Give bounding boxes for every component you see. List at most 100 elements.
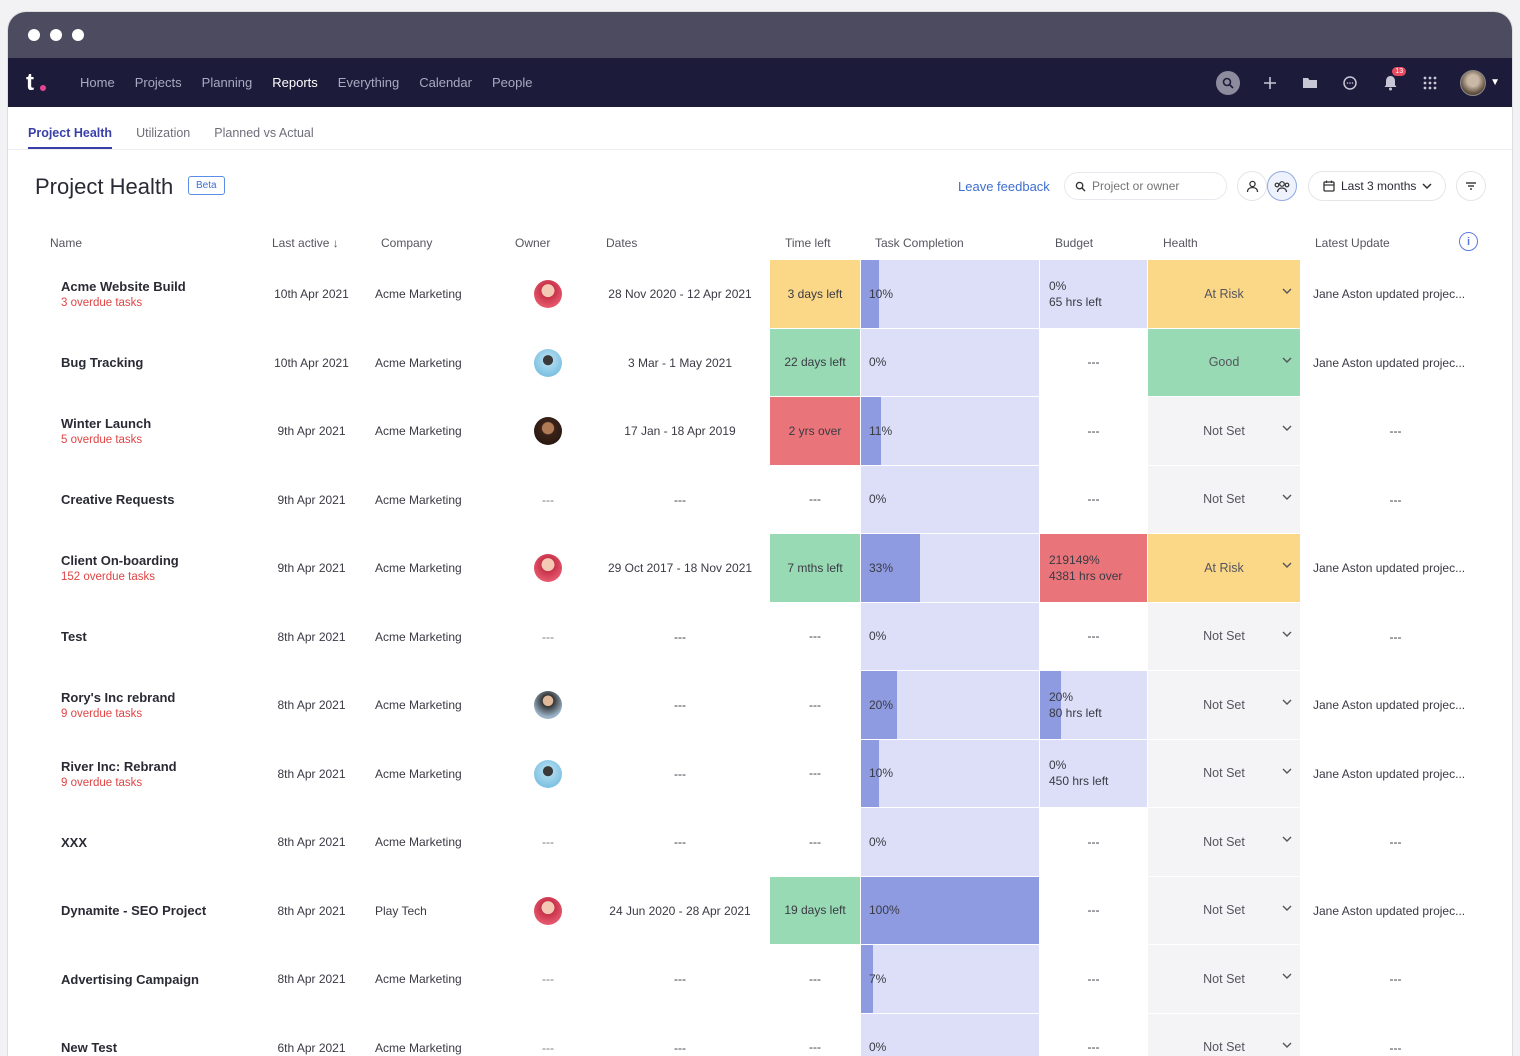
overdue-tasks[interactable]: 5 overdue tasks [61, 434, 143, 447]
table-row[interactable]: River Inc: Rebrand 9 overdue tasks 8th Apr… [8, 739, 1512, 809]
latest-update[interactable]: --- [1389, 424, 1402, 439]
overdue-tasks[interactable]: 9 overdue tasks [61, 708, 143, 721]
project-name-cell[interactable]: Client On-boarding 152 overdue tasks [61, 534, 261, 603]
health-select[interactable]: Not Set [1148, 739, 1300, 808]
project-name-cell[interactable]: New Test [61, 1014, 261, 1056]
project-name[interactable]: Client On-boarding [61, 553, 179, 569]
chat-icon[interactable] [1340, 73, 1360, 93]
owner-avatar[interactable] [534, 554, 562, 583]
col-dates[interactable]: Dates [606, 236, 638, 250]
table-row[interactable]: Dynamite - SEO Project 8th Apr 2021 Play T… [8, 876, 1512, 946]
health-select[interactable]: Not Set [1148, 808, 1300, 877]
nav-projects[interactable]: Projects [134, 75, 182, 90]
owner-avatar[interactable] [534, 348, 562, 377]
filter-button[interactable] [1456, 171, 1486, 201]
latest-update[interactable]: Jane Aston updated projec... [1313, 287, 1466, 302]
nav-everything[interactable]: Everything [337, 75, 400, 90]
project-name[interactable]: Dynamite - SEO Project [61, 903, 207, 919]
project-name[interactable]: Creative Requests [61, 492, 175, 508]
project-name-cell[interactable]: XXX [61, 808, 261, 877]
owner-avatar[interactable] [534, 691, 562, 720]
project-name[interactable]: New Test [61, 1040, 118, 1056]
project-name-cell[interactable]: Rory's Inc rebrand 9 overdue tasks [61, 671, 261, 740]
apps-grid-icon[interactable] [1420, 73, 1440, 93]
col-last-active[interactable]: Last active ↓ [272, 236, 339, 250]
info-icon[interactable]: i [1459, 232, 1478, 251]
col-owner[interactable]: Owner [515, 236, 551, 250]
owner-avatar[interactable] [534, 896, 562, 925]
project-name-cell[interactable]: Dynamite - SEO Project [61, 877, 261, 946]
project-name-cell[interactable]: Bug Tracking [61, 329, 261, 398]
table-row[interactable]: XXX 8th Apr 2021 Acme Marketing --- --- --- 0%… [8, 808, 1512, 877]
nav-planning[interactable]: Planning [201, 75, 253, 90]
project-name[interactable]: XXX [61, 834, 88, 850]
overdue-tasks[interactable]: 9 overdue tasks [61, 776, 143, 789]
table-row[interactable]: Advertising Campaign 8th Apr 2021 Acme Mar… [8, 945, 1512, 1014]
window-close-dot[interactable] [28, 29, 40, 41]
project-name-cell[interactable]: Creative Requests [61, 466, 261, 535]
table-row[interactable]: Acme Website Build 3 overdue tasks 10th Ap… [8, 260, 1512, 329]
bell-icon[interactable]: 13 [1380, 66, 1407, 93]
health-select[interactable]: Not Set [1148, 1013, 1300, 1056]
health-select[interactable]: Not Set [1148, 876, 1300, 945]
owner-avatar[interactable] [534, 759, 562, 788]
table-row[interactable]: New Test 6th Apr 2021 Acme Marketing --- ---… [8, 1013, 1512, 1056]
project-name-cell[interactable]: Acme Website Build 3 overdue tasks [61, 260, 261, 329]
health-select[interactable]: Not Set [1148, 465, 1300, 534]
table-row[interactable]: Client On-boarding 152 overdue tasks 9th A… [8, 534, 1512, 603]
leave-feedback-link[interactable]: Leave feedback [958, 179, 1050, 194]
window-minimize-dot[interactable] [50, 29, 62, 41]
nav-people[interactable]: People [491, 75, 533, 90]
project-name-cell[interactable]: Test [61, 603, 261, 672]
app-logo[interactable]: t [26, 69, 60, 97]
latest-update[interactable]: --- [1389, 972, 1402, 987]
latest-update[interactable]: Jane Aston updated projec... [1313, 561, 1466, 576]
nav-reports[interactable]: Reports [272, 75, 318, 90]
overdue-tasks[interactable]: 3 overdue tasks [61, 297, 143, 310]
project-name[interactable]: River Inc: Rebrand [61, 758, 177, 774]
table-row[interactable]: Bug Tracking 10th Apr 2021 Acme Marketing 3… [8, 328, 1512, 398]
latest-update[interactable]: --- [1389, 492, 1402, 507]
health-select[interactable]: At Risk [1148, 534, 1300, 603]
search-input[interactable] [1092, 179, 1212, 193]
col-task-completion[interactable]: Task Completion [875, 236, 964, 250]
owner-avatar[interactable] [534, 417, 562, 446]
table-row[interactable]: Winter Launch 5 overdue tasks 9th Apr 2021… [8, 397, 1512, 466]
nav-home[interactable]: Home [80, 75, 115, 90]
tab-planned-vs-actual[interactable]: Planned vs Actual [214, 126, 314, 140]
project-name-cell[interactable]: Winter Launch 5 overdue tasks [61, 397, 261, 466]
col-company[interactable]: Company [381, 236, 433, 250]
table-row[interactable]: Creative Requests 9th Apr 2021 Acme Market… [8, 465, 1512, 535]
global-search-icon[interactable] [1216, 70, 1241, 95]
overdue-tasks[interactable]: 152 overdue tasks [61, 571, 155, 584]
project-name-cell[interactable]: River Inc: Rebrand 9 overdue tasks [61, 740, 261, 809]
project-name-cell[interactable]: Advertising Campaign [61, 945, 261, 1014]
latest-update[interactable]: --- [1389, 1040, 1402, 1055]
health-select[interactable]: Not Set [1148, 602, 1300, 671]
col-health[interactable]: Health [1163, 236, 1198, 250]
health-select[interactable]: At Risk [1148, 260, 1300, 329]
latest-update[interactable]: Jane Aston updated projec... [1313, 903, 1466, 918]
col-budget[interactable]: Budget [1055, 236, 1094, 250]
health-select[interactable]: Not Set [1148, 671, 1300, 740]
date-range-select[interactable]: Last 3 months [1308, 171, 1446, 201]
col-name[interactable]: Name [50, 236, 83, 250]
col-latest-update[interactable]: Latest Update [1315, 236, 1390, 250]
project-name[interactable]: Test [61, 629, 87, 645]
health-select[interactable]: Not Set [1148, 397, 1300, 466]
window-maximize-dot[interactable] [72, 29, 84, 41]
health-select[interactable]: Not Set [1148, 945, 1300, 1014]
tab-project-health[interactable]: Project Health [28, 126, 113, 149]
add-icon[interactable] [1260, 73, 1280, 93]
tab-utilization[interactable]: Utilization [136, 126, 191, 140]
table-row[interactable]: Test 8th Apr 2021 Acme Marketing --- --- --- 0… [8, 602, 1512, 672]
user-menu[interactable]: ▼ [1460, 69, 1500, 96]
latest-update[interactable]: --- [1389, 629, 1402, 644]
owner-avatar[interactable] [534, 280, 562, 309]
folder-icon[interactable] [1300, 73, 1320, 93]
latest-update[interactable]: --- [1389, 835, 1402, 850]
latest-update[interactable]: Jane Aston updated projec... [1313, 698, 1466, 713]
all-projects-toggle[interactable] [1267, 171, 1297, 201]
project-name[interactable]: Acme Website Build [61, 279, 186, 295]
project-name[interactable]: Bug Tracking [61, 355, 144, 371]
